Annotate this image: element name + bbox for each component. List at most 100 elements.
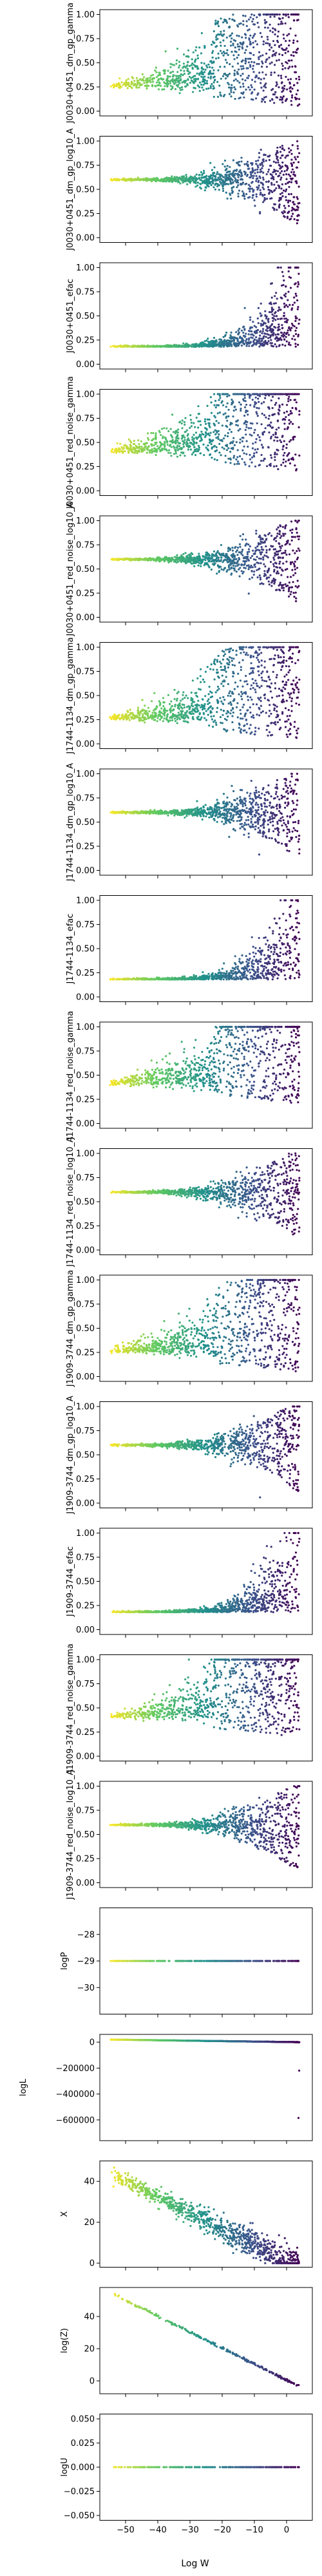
data-point — [136, 452, 138, 455]
data-point — [265, 21, 268, 23]
data-point — [287, 212, 289, 214]
data-point — [276, 535, 278, 538]
data-point — [153, 450, 156, 453]
data-point — [208, 343, 211, 345]
data-point — [189, 554, 192, 557]
data-point — [255, 195, 258, 198]
data-point — [200, 187, 202, 190]
data-point — [236, 162, 238, 164]
data-point — [281, 343, 284, 346]
data-point — [296, 155, 299, 158]
data-point — [284, 52, 287, 54]
data-point — [260, 337, 263, 340]
data-point — [244, 183, 247, 185]
data-point — [289, 303, 291, 307]
data-point — [240, 61, 243, 63]
data-point — [263, 341, 265, 343]
data-point — [217, 654, 220, 658]
data-point — [285, 199, 287, 202]
data-point — [265, 538, 268, 540]
data-point — [150, 431, 153, 435]
data-point — [284, 583, 287, 585]
data-point — [211, 553, 214, 556]
data-point — [240, 43, 242, 45]
data-point — [186, 434, 189, 437]
data-point — [276, 453, 278, 456]
data-point — [200, 716, 203, 719]
data-point — [278, 13, 281, 16]
data-point — [179, 182, 182, 185]
data-point — [253, 338, 256, 341]
data-point — [202, 73, 204, 76]
data-point — [138, 86, 140, 89]
data-point — [296, 89, 299, 91]
data-point — [253, 452, 256, 455]
data-point — [194, 175, 196, 178]
data-point — [294, 98, 298, 100]
data-point — [262, 171, 265, 174]
data-point — [192, 51, 194, 53]
y-tick-label: 0.25 — [76, 209, 95, 219]
data-point — [182, 74, 184, 77]
data-point — [247, 333, 250, 336]
data-point — [294, 536, 296, 538]
data-point — [234, 565, 237, 567]
data-point — [279, 556, 282, 559]
data-point — [124, 450, 126, 453]
data-point — [297, 727, 299, 730]
data-point — [182, 53, 185, 56]
data-point — [290, 149, 292, 151]
data-point — [267, 417, 270, 420]
data-point — [291, 337, 294, 340]
data-point — [231, 549, 234, 552]
data-point — [144, 345, 146, 348]
data-point — [262, 337, 265, 340]
y-tick-label: 0.25 — [76, 336, 95, 346]
data-point — [185, 179, 187, 182]
data-point — [276, 339, 278, 342]
data-point — [274, 44, 276, 46]
data-point — [292, 213, 294, 215]
data-point — [237, 176, 240, 178]
data-point — [223, 339, 225, 342]
data-point — [205, 82, 208, 84]
data-point — [256, 415, 259, 417]
data-point — [198, 413, 200, 415]
data-point — [158, 430, 160, 432]
data-point — [237, 193, 240, 195]
data-point — [292, 208, 295, 211]
data-point — [162, 697, 165, 699]
data-point — [298, 585, 300, 587]
data-point — [240, 160, 243, 163]
data-point — [247, 57, 249, 60]
data-point — [286, 62, 289, 64]
data-point — [207, 337, 209, 340]
data-point — [293, 399, 296, 401]
data-point — [189, 177, 191, 180]
data-point — [292, 324, 294, 327]
data-point — [220, 77, 222, 80]
data-point — [238, 462, 240, 465]
data-point — [180, 73, 182, 75]
data-point — [259, 330, 261, 333]
data-point — [262, 343, 265, 346]
data-point — [259, 439, 261, 442]
data-point — [158, 441, 162, 444]
data-point — [237, 73, 240, 75]
data-point — [208, 178, 211, 180]
data-point — [294, 591, 297, 594]
data-point — [283, 428, 286, 430]
data-point — [160, 345, 163, 348]
data-point — [217, 52, 220, 55]
data-point — [232, 79, 235, 82]
data-point — [152, 345, 155, 347]
data-point — [283, 189, 285, 192]
data-point — [279, 549, 281, 552]
data-point — [278, 323, 280, 326]
data-point — [260, 545, 263, 549]
data-point — [131, 345, 133, 348]
data-point — [130, 450, 133, 453]
data-point — [173, 178, 176, 180]
data-point — [135, 77, 138, 79]
data-point — [193, 422, 195, 424]
